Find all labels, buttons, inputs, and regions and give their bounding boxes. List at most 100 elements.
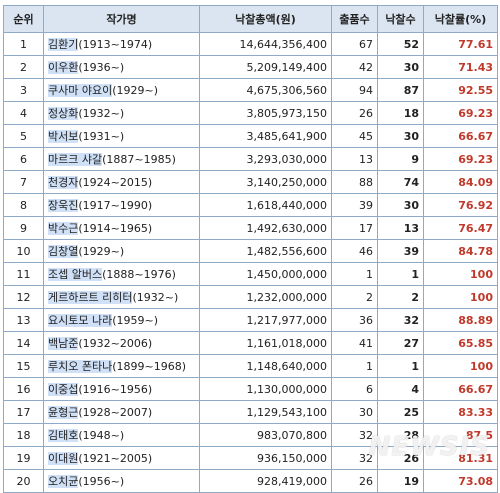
total-cell: 4,675,306,560	[199, 78, 332, 102]
artist-years: (1931~)	[78, 130, 125, 143]
artist-cell: 김태호(1948~)	[43, 423, 200, 447]
rank-cell: 12	[3, 285, 44, 309]
lots-cell: 26	[331, 469, 378, 493]
rate-cell: 71.43	[423, 55, 498, 79]
artist-name: 이중섭	[48, 383, 79, 396]
table-row: 20 오치균(1956~) 928,419,000 26 19 73.08	[3, 469, 498, 493]
artist-name: 게르하르트 리히터	[48, 291, 133, 304]
rank-cell: 20	[3, 469, 44, 493]
artist-years: (1917~1990)	[78, 199, 153, 212]
total-cell: 1,217,977,000	[199, 308, 332, 332]
table-row: 13 요시토모 나라(1959~) 1,217,977,000 36 32 88.89	[3, 308, 498, 332]
total-cell: 3,485,641,900	[199, 124, 332, 148]
artist-cell: 김창열(1929~)	[43, 239, 200, 263]
rank-cell: 2	[3, 55, 44, 79]
artist-name: 마르크 샤갈	[48, 153, 103, 166]
artist-years: (1929~)	[112, 84, 159, 97]
total-cell: 1,492,630,000	[199, 216, 332, 240]
table-row: 15 루치오 폰타나(1899~1968) 1,148,640,000 1 1 100	[3, 354, 498, 378]
lots-cell: 88	[331, 170, 378, 194]
rate-cell: 84.09	[423, 170, 498, 194]
rank-cell: 19	[3, 446, 44, 470]
lots-cell: 17	[331, 216, 378, 240]
artist-cell: 오치균(1956~)	[43, 469, 200, 493]
lots-cell: 94	[331, 78, 378, 102]
artist-years: (1932~)	[132, 291, 179, 304]
rate-cell: 65.85	[423, 331, 498, 355]
sold-cell: 30	[377, 193, 424, 217]
rate-cell: 100	[423, 354, 498, 378]
artist-cell: 게르하르트 리히터(1932~)	[43, 285, 200, 309]
artist-cell: 천경자(1924~2015)	[43, 170, 200, 194]
artist-years: (1929~)	[78, 245, 125, 258]
lots-cell: 41	[331, 331, 378, 355]
artist-name: 정상화	[48, 107, 79, 120]
total-cell: 1,618,440,000	[199, 193, 332, 217]
artist-name: 요시토모 나라	[48, 314, 113, 327]
sold-cell: 26	[377, 446, 424, 470]
table-row: 14 백남준(1932~2006) 1,161,018,000 41 27 65.85	[3, 331, 498, 355]
artist-name: 김태호	[48, 429, 79, 442]
table-row: 1 김환기(1913~1974) 14,644,356,400 67 52 77.61	[3, 32, 498, 56]
rank-cell: 6	[3, 147, 44, 171]
total-cell: 983,070,800	[199, 423, 332, 447]
total-cell: 1,482,556,600	[199, 239, 332, 263]
artist-cell: 이중섭(1916~1956)	[43, 377, 200, 401]
artist-years: (1916~1956)	[78, 383, 153, 396]
table-row: 4 정상화(1932~) 3,805,973,150 26 18 69.23	[3, 101, 498, 125]
header-total: 낙찰총액(원)	[199, 5, 332, 33]
artist-years: (1899~1968)	[112, 360, 187, 373]
artist-years: (1932~)	[78, 107, 125, 120]
total-cell: 928,419,000	[199, 469, 332, 493]
artist-cell: 백남준(1932~2006)	[43, 331, 200, 355]
total-cell: 1,232,000,000	[199, 285, 332, 309]
rate-cell: 83.33	[423, 400, 498, 424]
watermark-logo: NEWSIS	[368, 432, 490, 462]
sold-cell: 18	[377, 101, 424, 125]
lots-cell: 42	[331, 55, 378, 79]
total-cell: 1,129,543,100	[199, 400, 332, 424]
artist-cell: 쿠사마 야요이(1929~)	[43, 78, 200, 102]
lots-cell: 39	[331, 193, 378, 217]
table-row: 16 이중섭(1916~1956) 1,130,000,000 6 4 66.67	[3, 377, 498, 401]
sold-cell: 32	[377, 308, 424, 332]
artist-cell: 장욱진(1917~1990)	[43, 193, 200, 217]
artist-years: (1936~)	[78, 61, 125, 74]
rank-cell: 17	[3, 400, 44, 424]
artist-name: 장욱진	[48, 199, 79, 212]
table-row: 17 윤형근(1928~2007) 1,129,543,100 30 25 83.33	[3, 400, 498, 424]
sold-cell: 87	[377, 78, 424, 102]
sold-cell: 13	[377, 216, 424, 240]
total-cell: 936,150,000	[199, 446, 332, 470]
sold-cell: 19	[377, 469, 424, 493]
lots-cell: 1	[331, 354, 378, 378]
rate-cell: 66.67	[423, 124, 498, 148]
lots-cell: 67	[331, 32, 378, 56]
header-rate: 낙찰률(%)	[423, 5, 498, 33]
artist-years: (1932~2006)	[78, 337, 153, 350]
artist-years: (1887~1985)	[102, 153, 176, 166]
rank-cell: 15	[3, 354, 44, 378]
artist-name: 오치균	[48, 475, 79, 488]
artist-name: 박서보	[48, 130, 79, 143]
artist-cell: 윤형근(1928~2007)	[43, 400, 200, 424]
rate-cell: 84.78	[423, 239, 498, 263]
lots-cell: 45	[331, 124, 378, 148]
artist-name: 윤형근	[48, 406, 79, 419]
artist-name: 이우환	[48, 61, 79, 74]
artist-name: 박수근	[48, 222, 79, 235]
artist-cell: 박서보(1931~)	[43, 124, 200, 148]
artist-cell: 이대원(1921~2005)	[43, 446, 200, 470]
table-body: 1 김환기(1913~1974) 14,644,356,400 67 52 77.61 2 이…	[3, 32, 498, 493]
lots-cell: 2	[331, 285, 378, 309]
header-sold: 낙찰수	[377, 5, 424, 33]
rate-cell: 69.23	[423, 101, 498, 125]
table-row: 12 게르하르트 리히터(1932~) 1,232,000,000 2 2 100	[3, 285, 498, 309]
artist-name: 조셉 알버스	[48, 268, 103, 281]
total-cell: 3,140,250,000	[199, 170, 332, 194]
table-row: 3 쿠사마 야요이(1929~) 4,675,306,560 94 87 92.55	[3, 78, 498, 102]
header-artist: 작가명	[43, 5, 200, 33]
artist-name: 천경자	[48, 176, 79, 189]
sold-cell: 52	[377, 32, 424, 56]
artist-name: 김창열	[48, 245, 79, 258]
